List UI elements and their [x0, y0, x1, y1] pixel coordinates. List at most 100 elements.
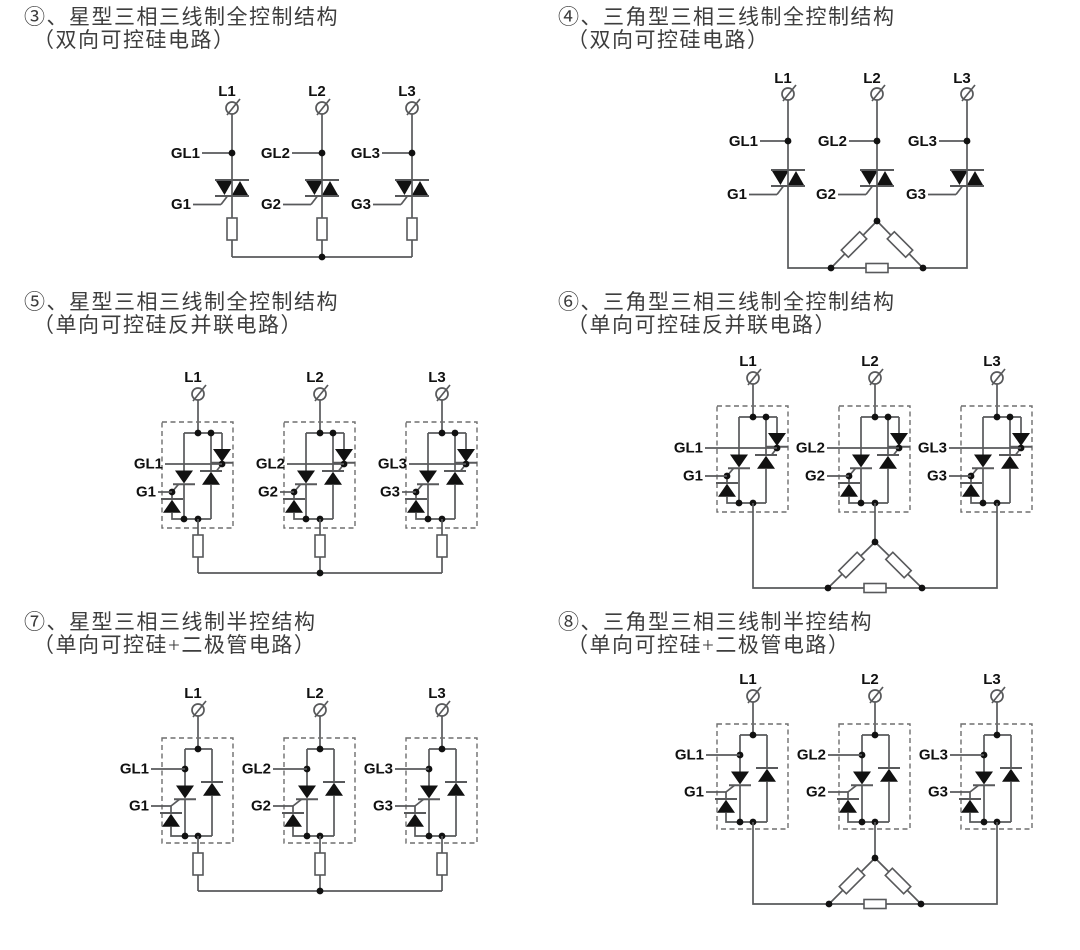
phase-label: L3 — [428, 369, 446, 386]
gate-label: G3 — [373, 798, 393, 815]
delta-diagonals — [827, 540, 923, 589]
circuit-5-star-antiparallel: L1 GL1 G1 L2 GL2 G2 L3 GL3 G3 — [134, 369, 477, 577]
title-line1: ⑤、星型三相三线制全控制结构 — [24, 290, 339, 314]
title-line2: （单向可控硅反并联电路） — [33, 313, 303, 337]
phase-label: L1 — [184, 369, 202, 386]
phase-label: L3 — [428, 685, 446, 702]
phase-label: L2 — [861, 353, 879, 370]
star-point-dot — [316, 569, 324, 577]
gl-label: GL2 — [796, 440, 825, 457]
gate-label: G2 — [261, 196, 281, 213]
load-resistor — [192, 852, 204, 876]
phase-label: L3 — [983, 671, 1001, 688]
gate-label: G1 — [171, 196, 191, 213]
title-line2: （单向可控硅+二极管电路） — [567, 633, 851, 657]
phase-label: L3 — [398, 83, 416, 100]
gl-label: GL3 — [919, 747, 948, 764]
gl-label: GL2 — [261, 145, 290, 162]
load-resistor — [226, 217, 238, 241]
gl-label: GL3 — [351, 145, 380, 162]
junction-dot — [228, 149, 236, 157]
star-point-dot — [318, 253, 326, 261]
delta-resistor — [840, 230, 868, 259]
circuit-6-delta-antiparallel: L1 GL1 G1 L2 GL2 G2 L3 GL3 G3 — [674, 353, 1032, 594]
gl-label: GL2 — [242, 761, 271, 778]
phase-label: L2 — [306, 685, 324, 702]
gl-label: GL3 — [364, 761, 393, 778]
circuit-3-title: ③、星型三相三线制全控制结构 （双向可控硅电路） — [24, 6, 339, 52]
gl-label: GL3 — [908, 133, 937, 150]
gate-label: G2 — [258, 484, 278, 501]
gate-label: G3 — [928, 784, 948, 801]
delta-diagonals — [830, 219, 924, 269]
phase-label: L2 — [863, 70, 881, 87]
gl-label: GL1 — [171, 145, 200, 162]
phase-label: L3 — [983, 353, 1001, 370]
title-line1: ④、三角型三相三线制全控制结构 — [558, 5, 896, 29]
phase-label: L1 — [774, 70, 792, 87]
gate-label: G2 — [805, 468, 825, 485]
gate-label: G3 — [380, 484, 400, 501]
gate-label: G2 — [251, 798, 271, 815]
phase-label: L3 — [953, 70, 971, 87]
line-terminal-icon — [225, 98, 241, 116]
circuit-7-title: ⑦、星型三相三线制半控结构 （单向可控硅+二极管电路） — [24, 611, 317, 657]
gl-label: GL2 — [797, 747, 826, 764]
gl-label: GL1 — [120, 761, 149, 778]
delta-resistor — [865, 262, 889, 274]
delta-resistor — [863, 898, 887, 910]
gate-label: G3 — [906, 186, 926, 203]
circuit-6-title: ⑥、三角型三相三线制全控制结构 （单向可控硅反并联电路） — [558, 291, 896, 337]
title-line1: ⑦、星型三相三线制半控结构 — [24, 610, 317, 634]
phase-label: L1 — [218, 83, 236, 100]
phase-label: L2 — [308, 83, 326, 100]
scr-diode-module — [160, 738, 233, 843]
gl-label: GL3 — [378, 456, 407, 473]
gl-label: GL1 — [729, 133, 758, 150]
gl-label: GL1 — [674, 440, 703, 457]
circuit-7-star-halfcontrol: L1 GL1 G1 L2 GL2 G2 L3 GL3 G3 — [120, 685, 477, 895]
delta-resistor — [863, 582, 887, 594]
gate-label: G3 — [927, 468, 947, 485]
phase-label: L1 — [739, 671, 757, 688]
gl-label: GL2 — [818, 133, 847, 150]
gate-label: G1 — [727, 186, 747, 203]
phase-label: L2 — [306, 369, 324, 386]
star-point-dot — [316, 887, 324, 895]
delta-resistor — [838, 867, 866, 895]
gl-label: GL1 — [675, 747, 704, 764]
circuit-8-title: ⑧、三角型三相三线制半控结构 （单向可控硅+二极管电路） — [558, 611, 873, 657]
title-line1: ⑧、三角型三相三线制半控结构 — [558, 610, 873, 634]
title-line1: ⑥、三角型三相三线制全控制结构 — [558, 290, 896, 314]
gate-label: G2 — [806, 784, 826, 801]
circuit-3-star-triac: L1 GL1 G1 L2 GL2 G2 L3 GL3 G3 — [171, 83, 430, 261]
gate-label: G2 — [816, 186, 836, 203]
delta-resistor — [886, 230, 914, 259]
title-line2: （单向可控硅+二极管电路） — [33, 633, 317, 657]
gate-label: G1 — [683, 468, 703, 485]
gate-label: G1 — [129, 798, 149, 815]
phase-label: L2 — [861, 671, 879, 688]
title-line2: （双向可控硅电路） — [33, 28, 236, 52]
delta-resistor — [837, 551, 866, 579]
scr-antiparallel-module — [161, 422, 233, 528]
phase-label: L1 — [184, 685, 202, 702]
phase-label: L1 — [739, 353, 757, 370]
circuit-5-title: ⑤、星型三相三线制全控制结构 （单向可控硅反并联电路） — [24, 291, 339, 337]
gl-label: GL1 — [134, 456, 163, 473]
circuit-4-delta-triac: L1 GL1 G1 L2 GL2 G2 L3 GL3 G3 — [727, 70, 985, 274]
delta-diagonals — [828, 856, 922, 905]
gate-label: G1 — [136, 484, 156, 501]
load-resistor — [192, 534, 204, 558]
title-line2: （单向可控硅反并联电路） — [567, 313, 837, 337]
circuit-8-delta-halfcontrol: L1 GL1 G1 L2 GL2 G2 L3 GL3 G3 — [675, 671, 1032, 910]
delta-resistor — [884, 867, 912, 895]
gate-label: G1 — [684, 784, 704, 801]
title-line1: ③、星型三相三线制全控制结构 — [24, 5, 339, 29]
title-line2: （双向可控硅电路） — [567, 28, 770, 52]
gate-label: G3 — [351, 196, 371, 213]
gl-label: GL3 — [918, 440, 947, 457]
delta-resistor — [884, 551, 913, 579]
